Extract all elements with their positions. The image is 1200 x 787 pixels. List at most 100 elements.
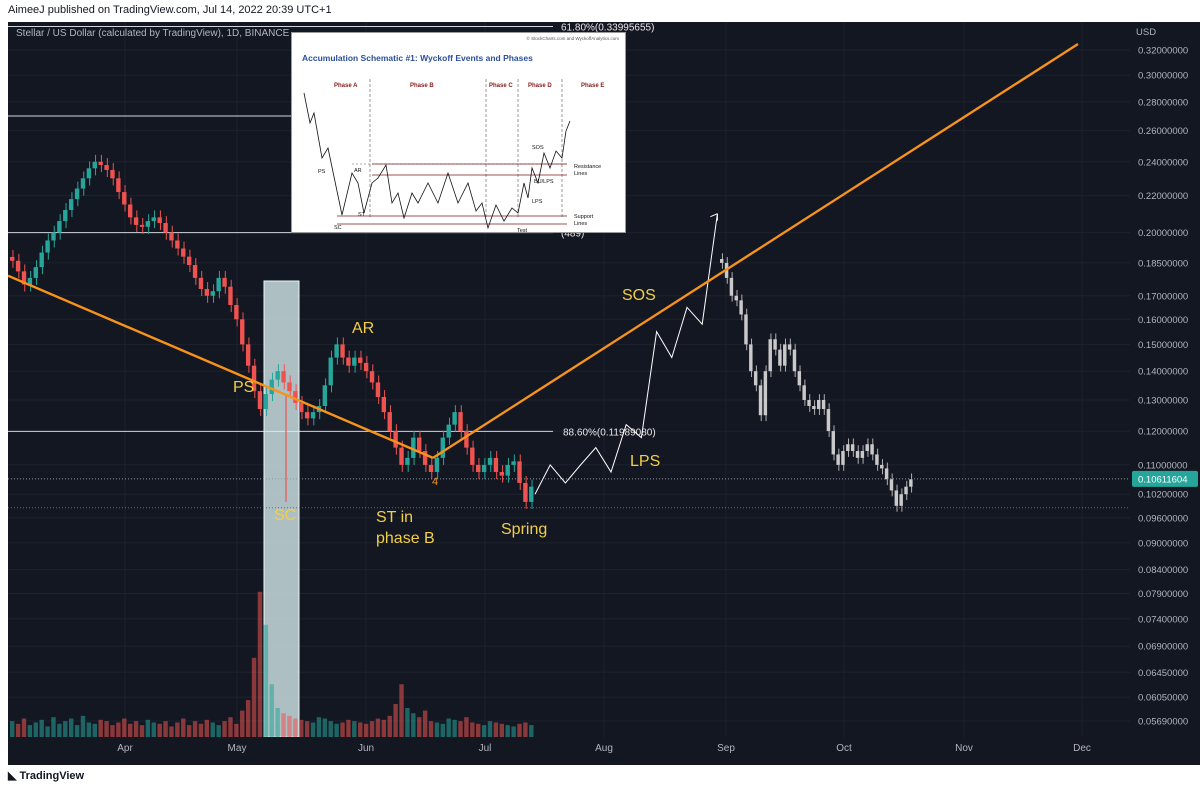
candle [192,265,198,278]
candle [452,412,457,425]
volume-bar [363,723,369,737]
candle [387,412,392,432]
candle [10,256,15,261]
candle [470,447,475,465]
volume-bar [346,719,351,737]
volume-bar [417,717,422,737]
volume-bar [299,719,304,737]
candle [310,412,316,419]
price-tick-label: 0.15000000 [1138,340,1188,351]
candle [257,391,263,410]
volume-bar [517,723,522,737]
volume-bar [470,722,475,737]
candle [458,412,463,432]
future-candle [768,339,772,372]
future-candle [821,399,826,410]
candle [151,217,156,222]
annotation-sc: SC [274,507,296,524]
price-tick-label: 0.17000000 [1138,291,1188,302]
volume-bar [133,721,139,737]
volume-bar [10,721,15,737]
schematic-phase-label: Phase B [410,83,434,89]
schematic-phase-label: Phase E [581,83,604,89]
candle [204,288,210,296]
volume-bar [198,723,204,737]
time-tick-label: Dec [1073,743,1091,754]
price-chart[interactable]: 61.80%(0.33995655)(072)(489)88.60%(0.119… [8,22,1200,765]
volume-bar [222,721,227,737]
candle [51,232,56,241]
footer-bar: ◣ TradingView [0,765,1200,787]
candle [275,371,280,380]
volume-bar [251,657,257,737]
candle [86,168,92,179]
candle [133,217,139,225]
volume-bar [245,700,251,737]
candle [57,221,62,233]
price-tick-label: 0.08400000 [1138,565,1188,576]
volume-bar [86,722,92,737]
volume-bar [493,722,499,737]
candle [33,267,38,278]
candle [529,486,534,502]
volume-bar [122,718,127,737]
price-axis-bg [1130,22,1200,765]
sc-highlight-box [263,280,300,738]
candle [411,437,416,458]
price-tick-label: 0.32000000 [1138,46,1188,57]
volume-bar [80,715,86,737]
candle [245,344,251,366]
future-candle [865,444,869,452]
volume-bar [487,721,493,737]
wyckoff-schematic-inset: © StockCharts.com and WyckoffAnalytics.c… [291,32,626,233]
candle [216,277,221,292]
candle [434,457,440,473]
schematic-diagram: © StockCharts.com and WyckoffAnalytics.c… [302,35,620,232]
candle [363,362,369,372]
volume-bar [33,722,38,737]
future-candle [749,344,753,372]
future-candle [802,385,806,400]
volume-bar [476,723,481,737]
future-candle [841,451,845,465]
candle [399,447,404,465]
candle [269,379,274,395]
schematic-event-label: Support [574,214,594,220]
future-candle [855,451,860,458]
annotation-ar: AR [352,320,374,337]
volume-bar [358,722,363,737]
volume-bar [269,684,274,737]
volume-bar [464,717,469,737]
candle [446,424,451,438]
volume-bar [452,719,457,737]
schematic-event-label: Test [517,228,528,232]
volume-bar [45,726,50,737]
candle [104,165,109,170]
candle [334,344,339,358]
price-tick-label: 0.28000000 [1138,97,1188,108]
candle [181,248,186,257]
volume-bar [287,715,292,737]
brand-text: TradingView [19,770,85,782]
price-tick-label: 0.06050000 [1138,693,1188,704]
price-axis: USD 0.32000000 0.30000000 0.28000000 0.26000… [1130,22,1200,765]
publisher-text: AimeeJ published on TradingView.com, Jul… [8,4,332,16]
candle [63,209,68,222]
volume-bar [210,722,215,737]
schematic-phase-label: Phase A [334,83,358,89]
price-tick-label: 0.12000000 [1138,427,1188,438]
candle [175,240,180,249]
volume-bar [57,723,62,737]
future-candle [846,444,850,452]
candle [304,412,310,419]
future-candle [826,409,831,432]
fib-level-label: (489) [561,229,584,240]
future-candle [758,385,763,416]
schematic-event-label: ST [358,212,366,218]
volume-bar [381,719,387,737]
volume-bar [51,717,56,737]
schematic-credit-top: © StockCharts.com and WyckoffAnalytics.c… [527,35,620,41]
symbol-title: Stellar / US Dollar (calculated by Tradi… [16,28,290,39]
candle [328,357,333,386]
schematic-event-label: Lines [574,171,587,177]
